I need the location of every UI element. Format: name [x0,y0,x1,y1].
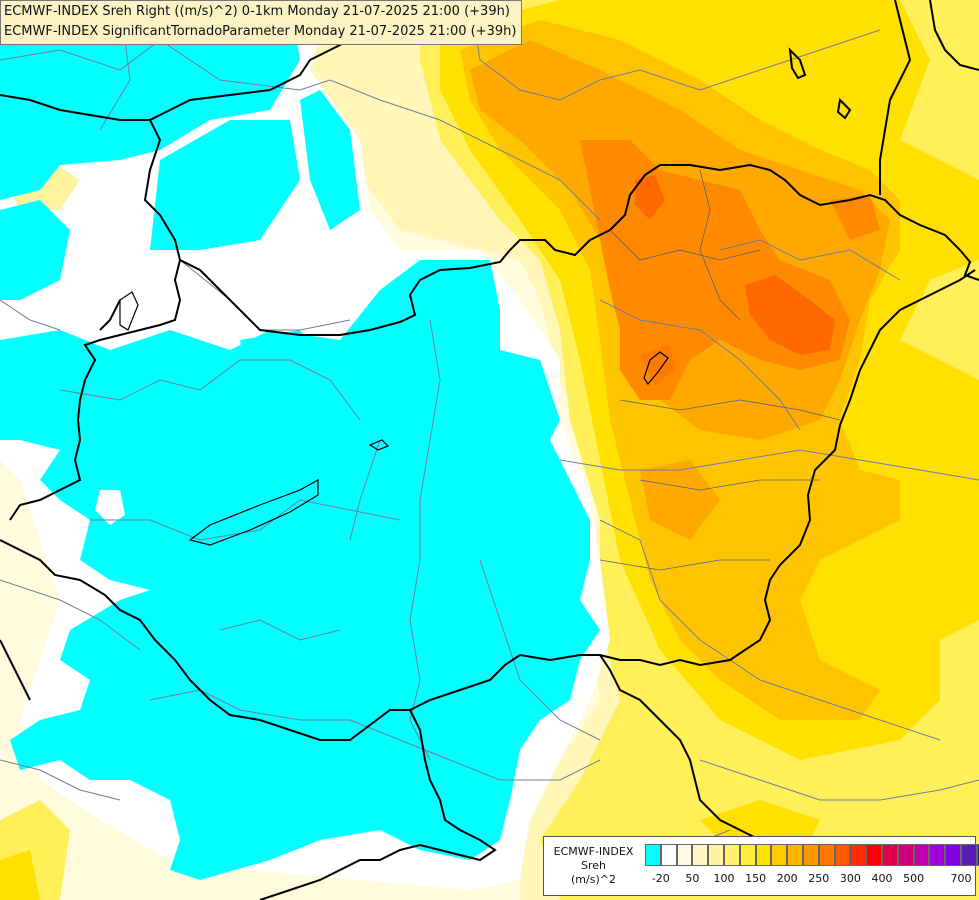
legend-swatch [850,844,867,866]
map-title-box: ECMWF-INDEX Sreh Right ((m/s)^2) 0-1km M… [0,0,523,45]
legend-swatch [723,844,740,866]
legend-swatch [834,844,851,866]
color-legend: ECMWF-INDEX Sreh (m/s)^2 -20 50 100 150 200 2… [543,836,979,896]
map-title-line-1: ECMWF-INDEX Sreh Right ((m/s)^2) 0-1km M… [4,4,510,19]
legend-unit: (m/s)^2 [571,873,616,886]
legend-swatch [739,844,756,866]
legend-swatch [881,844,898,866]
legend-tick-label: 100 [713,872,735,885]
legend-swatch [645,844,661,866]
legend-swatch [976,844,979,866]
legend-swatch [755,844,772,866]
legend-tick-label: -20 [651,872,670,885]
legend-swatch [897,844,914,866]
legend-tick-label: 50 [685,872,700,885]
map-title-line-2: ECMWF-INDEX SignificantTornadoParameter … [4,24,517,39]
legend-tick-label: 150 [745,872,767,885]
regional-borders [599,169,841,571]
legend-swatch [708,844,724,866]
legend-swatch [692,844,709,866]
legend-swatch [866,844,882,866]
legend-swatch [660,844,677,866]
legend-swatch [818,844,835,866]
legend-swatch [960,844,977,866]
legend-variable: Sreh [580,859,606,872]
legend-swatch [771,844,788,866]
legend-tick-label: 500 [903,872,925,885]
legend-swatch [787,844,803,866]
legend-tick-label: 200 [776,872,798,885]
legend-tick-labels: -20 50 100 150 200 250 300 400 500 700 [645,872,975,888]
legend-swatches [645,844,979,866]
legend-tick-label: 300 [839,872,861,885]
rivers [0,0,979,881]
legend-name: ECMWF-INDEX Sreh (m/s)^2 [546,845,641,887]
shading-cyan [0,0,600,880]
legend-swatch [913,844,930,866]
shading-red-orange [635,175,835,385]
legend-tick-label: 400 [871,872,893,885]
legend-tick-label: 250 [808,872,830,885]
legend-swatch [676,844,693,866]
legend-swatch [945,844,961,866]
legend-swatch [802,844,819,866]
lakes [119,291,669,546]
legend-swatch [929,844,946,866]
legend-source: ECMWF-INDEX [553,845,634,858]
legend-tick-label: 700 [950,872,972,885]
